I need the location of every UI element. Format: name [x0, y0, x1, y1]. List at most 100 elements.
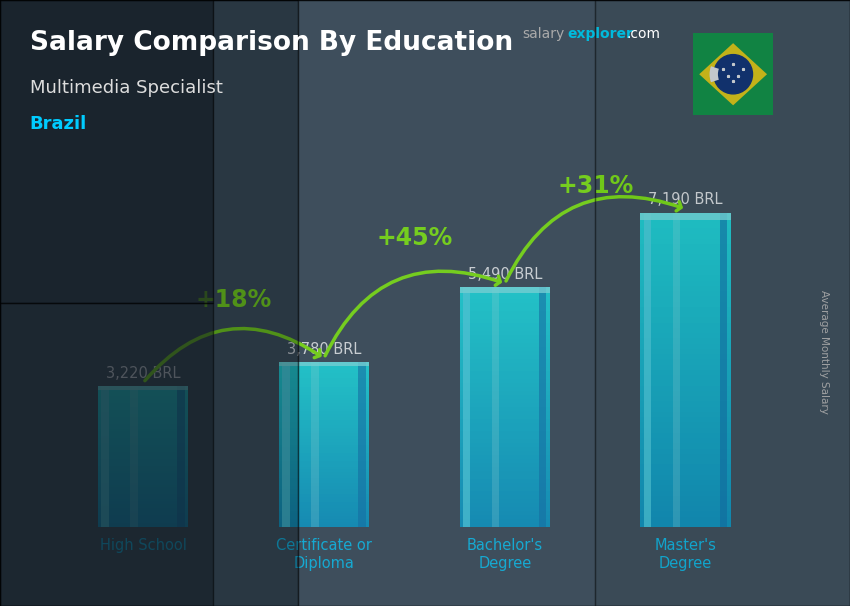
FancyBboxPatch shape: [279, 362, 369, 366]
Bar: [640, 401, 731, 407]
Bar: [460, 507, 550, 511]
Bar: [640, 239, 731, 244]
Bar: [279, 481, 369, 483]
Bar: [640, 260, 731, 265]
Bar: [98, 445, 189, 447]
Bar: [98, 513, 189, 516]
Bar: [460, 459, 550, 463]
Bar: [460, 463, 550, 467]
Bar: [640, 218, 731, 223]
Bar: [98, 522, 189, 525]
Bar: [460, 287, 550, 291]
Bar: [98, 501, 189, 504]
Bar: [640, 312, 731, 318]
Bar: [460, 379, 550, 383]
Bar: [98, 438, 189, 441]
Bar: [640, 459, 731, 464]
Bar: [460, 455, 550, 459]
Text: +45%: +45%: [377, 227, 452, 250]
Bar: [279, 524, 369, 527]
Bar: [460, 511, 550, 515]
Bar: [460, 495, 550, 499]
Bar: [98, 417, 189, 419]
Bar: [460, 499, 550, 503]
Bar: [460, 323, 550, 327]
Bar: [279, 373, 369, 376]
Bar: [279, 411, 369, 414]
Bar: [640, 444, 731, 448]
Bar: [460, 311, 550, 315]
Bar: [460, 299, 550, 303]
Bar: [279, 367, 369, 370]
Bar: [460, 307, 550, 311]
Bar: [279, 502, 369, 505]
Bar: [279, 445, 369, 447]
Bar: [640, 255, 731, 260]
Bar: [640, 370, 731, 375]
Bar: [98, 447, 189, 450]
Bar: [640, 428, 731, 433]
Bar: [640, 501, 731, 506]
Bar: [279, 447, 369, 450]
Bar: [98, 511, 189, 513]
Bar: [460, 439, 550, 443]
Bar: [282, 362, 290, 527]
Bar: [98, 450, 189, 452]
Bar: [359, 362, 366, 527]
Bar: [460, 359, 550, 363]
Text: explorer: explorer: [568, 27, 634, 41]
Bar: [640, 296, 731, 302]
Bar: [640, 286, 731, 291]
Bar: [640, 391, 731, 396]
Bar: [460, 319, 550, 323]
Bar: [640, 333, 731, 338]
Bar: [279, 376, 369, 378]
Bar: [279, 483, 369, 486]
Bar: [98, 485, 189, 487]
Bar: [279, 453, 369, 456]
Bar: [640, 276, 731, 281]
Text: Brazil: Brazil: [30, 115, 87, 133]
Bar: [98, 410, 189, 412]
Bar: [98, 401, 189, 403]
Bar: [460, 483, 550, 487]
Bar: [279, 420, 369, 422]
Bar: [98, 422, 189, 424]
Bar: [98, 436, 189, 438]
FancyBboxPatch shape: [98, 386, 189, 390]
Circle shape: [714, 55, 752, 94]
Bar: [640, 448, 731, 454]
Bar: [279, 431, 369, 433]
Bar: [279, 392, 369, 395]
Bar: [460, 431, 550, 435]
Bar: [279, 508, 369, 511]
Bar: [178, 386, 184, 527]
Text: 5,490 BRL: 5,490 BRL: [468, 267, 542, 282]
Bar: [98, 476, 189, 478]
Bar: [98, 508, 189, 511]
Bar: [98, 419, 189, 422]
Bar: [279, 442, 369, 445]
Bar: [460, 343, 550, 347]
Bar: [460, 419, 550, 423]
Bar: [640, 511, 731, 517]
Bar: [640, 375, 731, 381]
Bar: [98, 459, 189, 461]
Bar: [98, 452, 189, 454]
Bar: [460, 355, 550, 359]
Bar: [311, 362, 319, 527]
Bar: [460, 303, 550, 307]
Bar: [279, 522, 369, 524]
Bar: [98, 471, 189, 473]
Bar: [460, 367, 550, 371]
Bar: [279, 384, 369, 387]
Bar: [640, 517, 731, 522]
Bar: [101, 386, 109, 527]
Bar: [279, 488, 369, 491]
Bar: [279, 458, 369, 461]
Bar: [640, 485, 731, 490]
Text: +18%: +18%: [196, 288, 272, 311]
Bar: [640, 454, 731, 459]
Bar: [640, 480, 731, 485]
Bar: [460, 331, 550, 335]
